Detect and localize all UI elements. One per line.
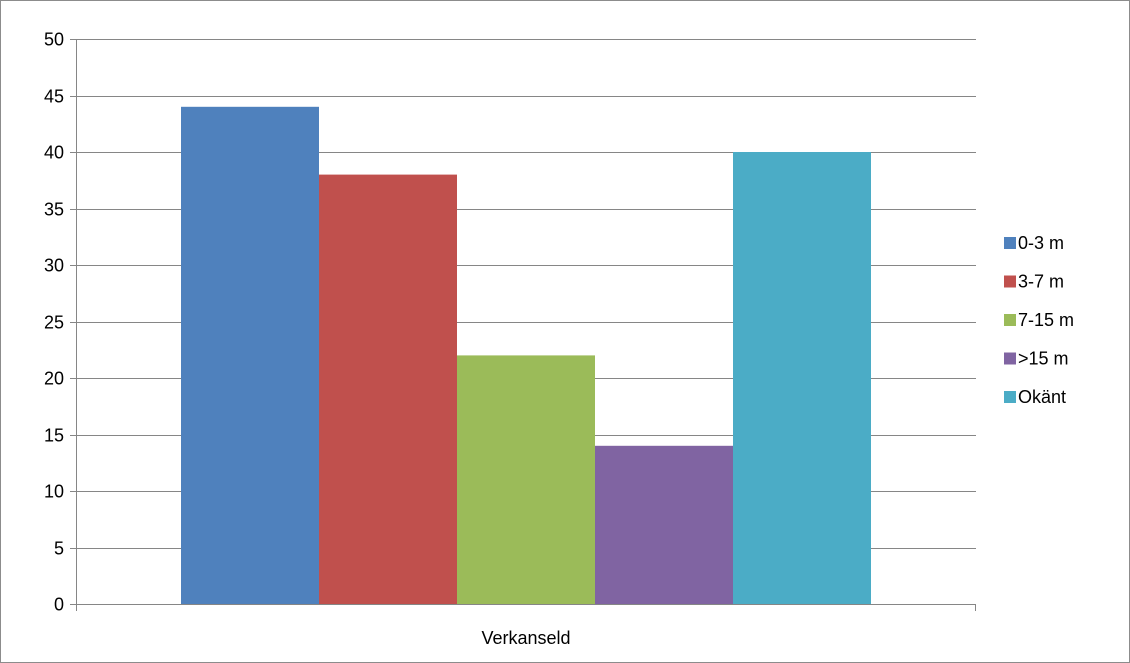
y-tick-label: 10 xyxy=(44,482,64,502)
bar-0 xyxy=(181,106,319,605)
bar-3 xyxy=(595,445,733,604)
legend-label: >15 m xyxy=(1018,349,1069,369)
bar-2 xyxy=(457,355,595,604)
y-tick-label: 50 xyxy=(44,30,64,50)
axes xyxy=(70,39,976,611)
x-tick-labels: Verkanseld xyxy=(481,628,570,648)
y-tick-labels: 0 5 10 15 20 25 30 35 40 45 50 xyxy=(44,30,64,615)
legend-swatch xyxy=(1004,237,1016,249)
legend-label: Okänt xyxy=(1018,387,1066,407)
legend-swatch xyxy=(1004,352,1016,365)
legend-swatch xyxy=(1004,314,1016,326)
legend-swatch xyxy=(1004,275,1016,288)
legend-swatch xyxy=(1004,391,1016,403)
y-tick-label: 40 xyxy=(44,143,64,163)
legend: 0-3 m 3-7 m 7-15 m >15 m Okänt xyxy=(1004,233,1074,407)
bar-4 xyxy=(733,152,871,604)
y-tick-label: 20 xyxy=(44,369,64,389)
x-tick-label: Verkanseld xyxy=(481,628,570,648)
y-tick-label: 30 xyxy=(44,256,64,276)
bars xyxy=(181,106,871,605)
bar-1 xyxy=(319,174,457,604)
y-tick-label: 15 xyxy=(44,426,64,446)
y-tick-label: 0 xyxy=(54,595,64,615)
legend-label: 7-15 m xyxy=(1018,310,1074,330)
legend-label: 0-3 m xyxy=(1018,233,1064,253)
y-tick-label: 45 xyxy=(44,87,64,107)
y-tick-label: 25 xyxy=(44,313,64,333)
y-tick-label: 5 xyxy=(54,539,64,559)
legend-label: 3-7 m xyxy=(1018,272,1064,292)
y-tick-label: 35 xyxy=(44,200,64,220)
